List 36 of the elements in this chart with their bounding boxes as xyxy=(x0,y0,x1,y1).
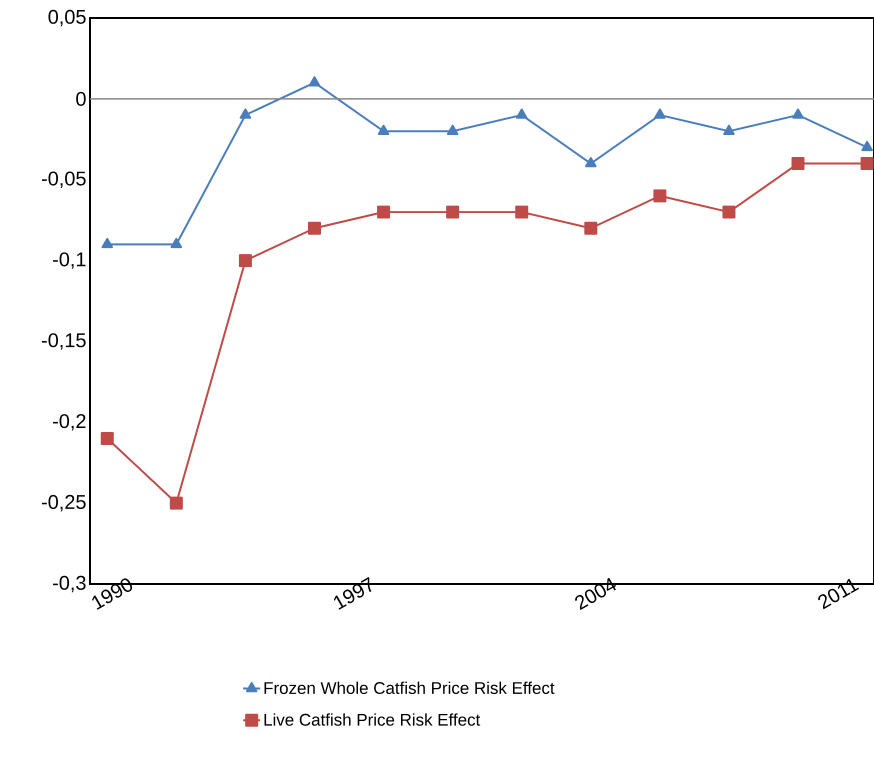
y-tick-label: 0,05 xyxy=(48,10,86,26)
y-tick-label: 0 xyxy=(76,92,86,106)
point xyxy=(377,206,390,219)
point xyxy=(170,496,183,510)
point xyxy=(515,206,528,219)
point xyxy=(378,124,390,135)
point xyxy=(653,189,666,202)
y-tick-label: -0,2 xyxy=(53,414,86,431)
legend-label: Live Catfish Price Risk Effect xyxy=(264,713,480,726)
point xyxy=(100,432,114,445)
y-tick-label: -0,1 xyxy=(53,252,86,269)
point xyxy=(584,222,598,235)
point xyxy=(446,124,458,135)
y-tick-label: -0,3 xyxy=(53,576,86,592)
point xyxy=(722,206,736,219)
point xyxy=(308,222,321,235)
point xyxy=(240,108,252,119)
y-tick-label: -0,05 xyxy=(42,171,86,188)
point xyxy=(102,238,114,248)
point xyxy=(585,157,597,168)
point xyxy=(170,238,182,248)
point xyxy=(654,108,666,119)
point xyxy=(516,108,528,119)
point xyxy=(861,140,873,152)
point xyxy=(792,108,804,119)
x-tick-label: 2011 xyxy=(818,578,860,610)
point xyxy=(238,254,252,268)
point xyxy=(723,124,735,135)
x-tick-label: 1997 xyxy=(334,577,372,610)
y-tick-label: -0,25 xyxy=(42,494,86,512)
point xyxy=(308,76,320,86)
point xyxy=(792,157,805,170)
y-tick-label: -0,15 xyxy=(42,333,86,350)
point xyxy=(860,157,874,170)
legend-label: Frozen Whole Catfish Price Risk Effect xyxy=(264,682,554,694)
point xyxy=(446,206,460,219)
